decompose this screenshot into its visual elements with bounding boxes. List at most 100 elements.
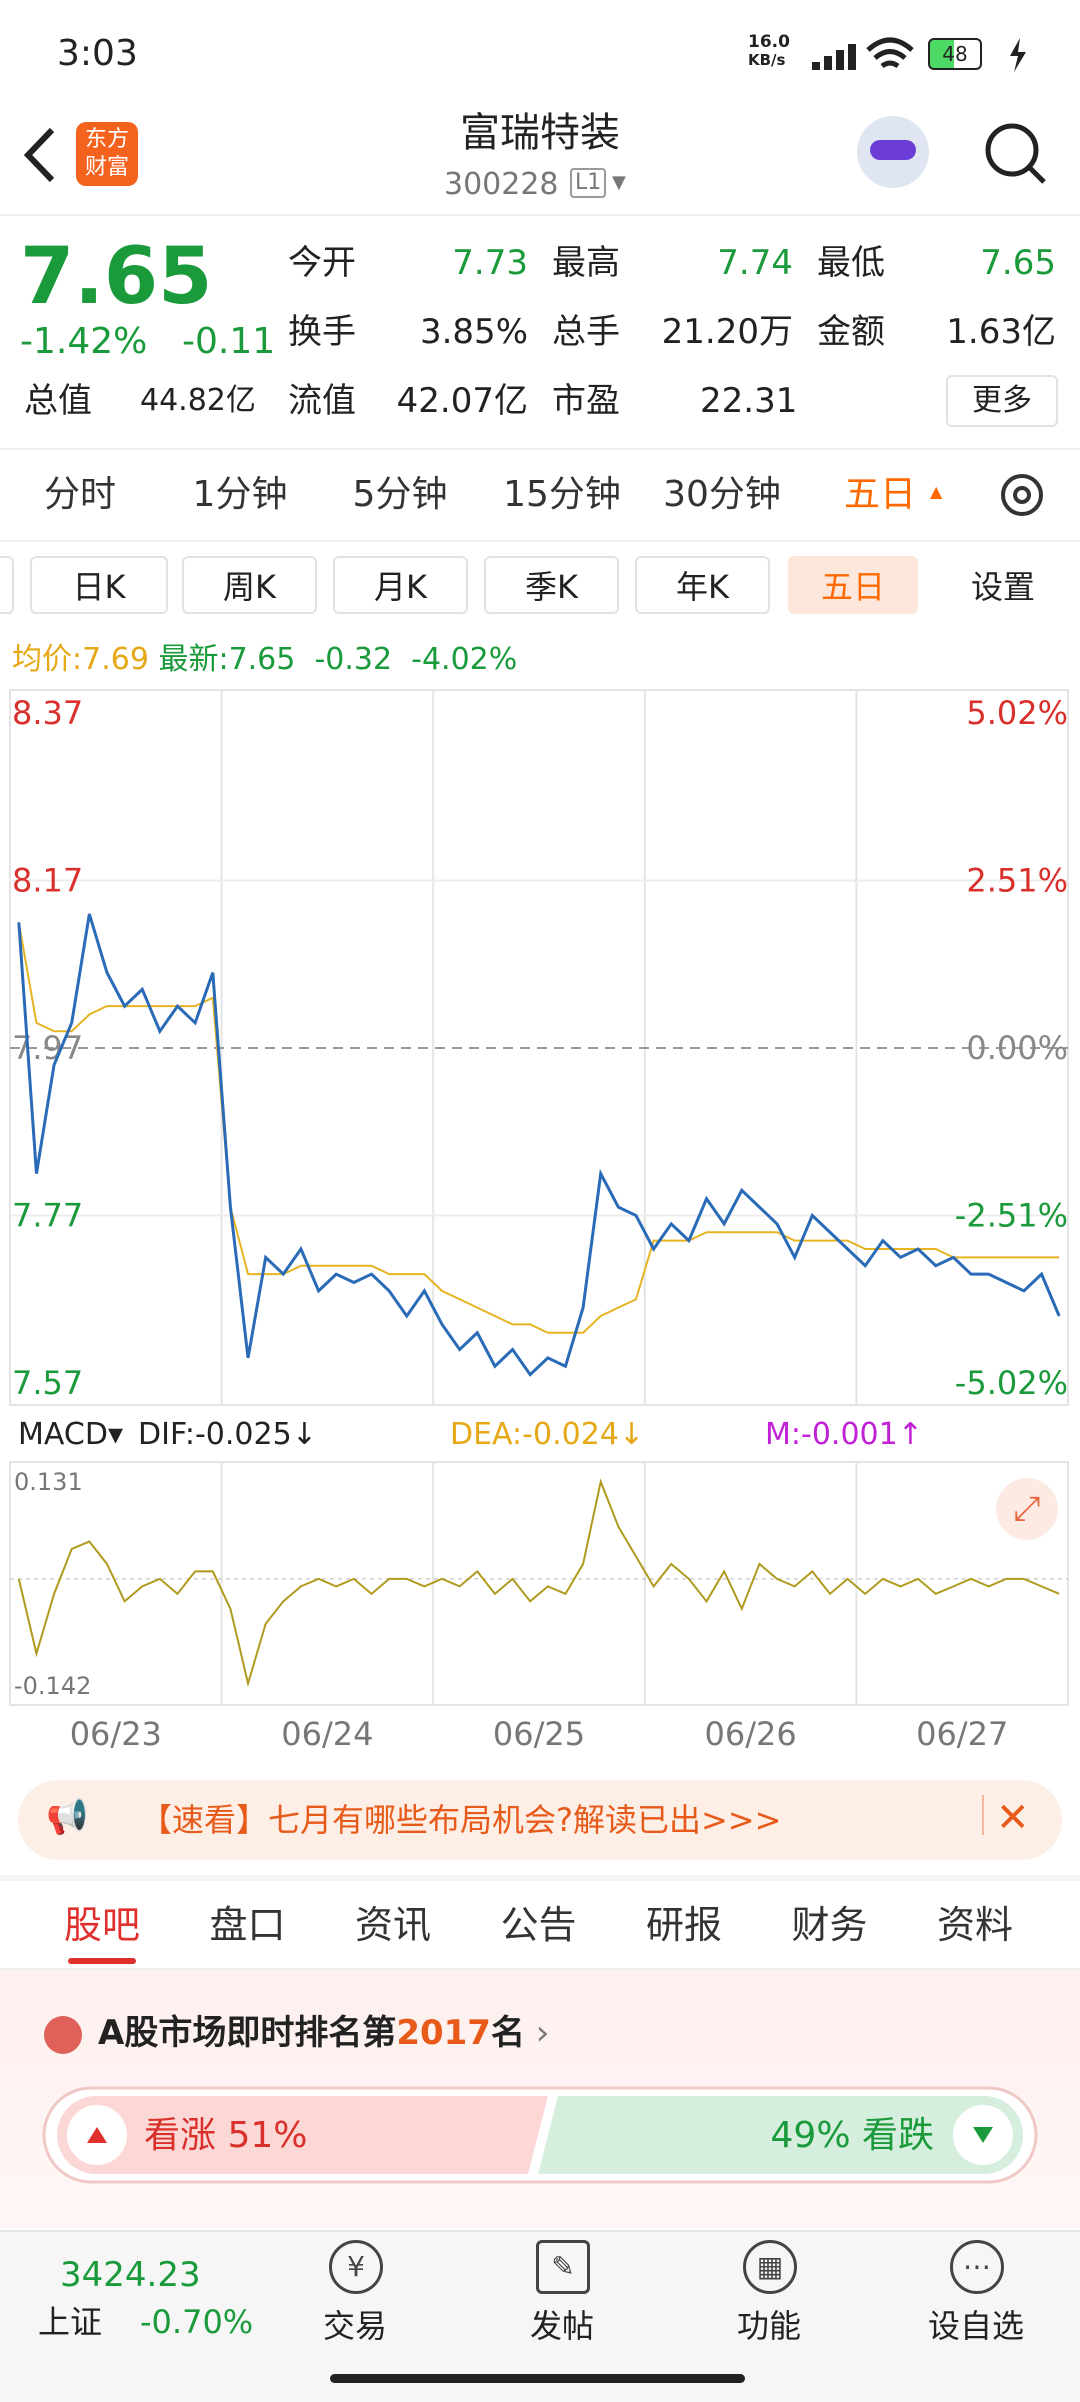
bear-segment[interactable] [538, 2096, 1023, 2174]
logo[interactable]: 东方 财富 [76, 122, 138, 186]
bear-arrow [973, 2127, 993, 2143]
banner-text[interactable]: 【速看】七月有哪些布局机会?解读已出>>> [140, 1801, 782, 1839]
stat-label: 换手 [288, 312, 356, 352]
pct-tick-label: 2.51% [966, 862, 1068, 900]
y-tick-label: 8.17 [12, 862, 83, 900]
banner[interactable] [18, 1780, 1062, 1860]
bear-label: 看跌 [861, 2115, 934, 2156]
index-value[interactable]: 3424.23 [60, 2255, 201, 2295]
content-tab[interactable]: 股吧 [63, 1903, 141, 1947]
level-badge[interactable]: L1 [570, 168, 607, 198]
sub-tab-partial[interactable] [0, 556, 14, 614]
net-speed: 16.0 [748, 32, 790, 52]
content-tab[interactable]: 盘口 [209, 1903, 286, 1947]
period-tab[interactable]: 15分钟 [503, 474, 621, 515]
period-tab[interactable]: 5分钟 [352, 474, 448, 515]
nav-label[interactable]: 交易 [322, 2307, 388, 2345]
stat-label: 流值 [288, 381, 356, 421]
sub-tab[interactable]: 日K [30, 556, 168, 614]
period-tab[interactable]: 1分钟 [192, 474, 288, 515]
date-label: 06/25 [493, 1715, 585, 1753]
divider [0, 448, 1080, 450]
stock-code: 300228 [444, 167, 559, 202]
stat-value: 7.73 [452, 243, 528, 283]
last-label: 最新: [158, 642, 229, 677]
stat-label: 今开 [288, 243, 356, 283]
avg-value: 7.69 [82, 642, 149, 677]
pct-tick-label: 0.00% [966, 1029, 1068, 1067]
bull-value: 51% [227, 2115, 308, 2156]
bear-text: 49% 看跌 [771, 2118, 934, 2154]
last-value: 7.65 [228, 642, 296, 677]
ranking-icon [44, 2016, 82, 2054]
sub-tab[interactable]: 年K [635, 556, 770, 614]
sub-tab[interactable]: 季K [484, 556, 619, 614]
content-tab[interactable]: 研报 [645, 1903, 723, 1947]
pct-tick-label: -5.02% [955, 1364, 1068, 1402]
change-pct: -1.42% [20, 321, 148, 362]
stat-value: 42.07亿 [396, 381, 528, 421]
ranking-prefix: A股市场即时排名第 [98, 2013, 397, 2053]
divider [0, 540, 1080, 542]
stat-label: 市盈 [552, 381, 620, 421]
last-change: -0.32 [314, 642, 393, 677]
expand-button[interactable]: ⤢ [996, 1478, 1058, 1540]
last-change-pct: -4.02% [411, 642, 518, 677]
period-tab[interactable]: 30分钟 [663, 474, 781, 515]
period-tab[interactable]: 五日 [843, 474, 917, 515]
logo-text: 财富 [84, 155, 129, 180]
stat-value: 21.20万 [661, 312, 793, 352]
bull-arrow [87, 2127, 107, 2143]
stat-value: 44.82亿 [140, 383, 256, 418]
pct-tick-label: 5.02% [966, 694, 1068, 732]
nav-label[interactable]: 发帖 [529, 2307, 595, 2345]
divider [0, 214, 1080, 216]
content-tab[interactable]: 资讯 [354, 1903, 432, 1947]
bull-segment[interactable] [57, 2096, 548, 2174]
y-tick-label: 7.57 [12, 1364, 83, 1402]
macd-frame [9, 1461, 1069, 1706]
nav-label[interactable]: 功能 [736, 2307, 802, 2345]
content-tab[interactable]: 公告 [500, 1903, 577, 1947]
nav-label[interactable]: 设自选 [927, 2307, 1025, 2345]
net-unit: KB/s [748, 51, 786, 69]
date-label: 06/27 [916, 1715, 1008, 1753]
level-arrow: ▼ [612, 172, 626, 193]
bottom-nav [0, 2230, 1080, 2402]
battery: 48 [928, 38, 982, 70]
stat-label: 总值 [24, 381, 92, 421]
index-name: 上证 [38, 2303, 103, 2341]
date-label: 06/24 [281, 1715, 373, 1753]
macd-selector[interactable]: MACD▾ [18, 1417, 123, 1452]
period-tab[interactable]: 分时 [43, 474, 117, 515]
sub-tab[interactable]: 设置 [970, 568, 1035, 606]
stat-value: 22.31 [700, 381, 798, 421]
logo-text: 东方 [84, 127, 129, 152]
stat-label: 总手 [552, 312, 620, 352]
content-tab[interactable]: 资料 [936, 1903, 1014, 1947]
more-button[interactable]: 更多 [946, 375, 1058, 427]
nav-icon: ¥ [329, 2240, 383, 2294]
stat-value: 7.74 [717, 243, 793, 283]
bull-text: 看涨 51% [144, 2118, 307, 2154]
macd-tick-label: 0.131 [14, 1468, 83, 1496]
ranking-number: 2017 [396, 2013, 491, 2053]
content-tab[interactable]: 财务 [791, 1903, 868, 1947]
megaphone-icon: 📢 [46, 1797, 89, 1837]
sub-tab[interactable]: 月K [333, 556, 468, 614]
date-label: 06/26 [704, 1715, 796, 1753]
bear-value: 49% [770, 2115, 851, 2156]
nav-icon: ✎ [536, 2240, 590, 2294]
banner-close[interactable]: ✕ [996, 1795, 1030, 1841]
macd-tick-label: -0.142 [14, 1672, 92, 1700]
chart-legend: 均价:7.69 最新:7.65 -0.32 -4.02% [12, 645, 517, 675]
bull-label: 看涨 [144, 2115, 217, 2156]
price-line [17, 913, 1061, 1377]
sub-tab[interactable]: 周K [182, 556, 317, 614]
ranking-text[interactable]: A股市场即时排名第2017名 › [98, 2013, 550, 2053]
sub-tab[interactable]: 五日 [788, 556, 918, 614]
change: -0.11 [182, 321, 276, 362]
ranking-suffix: 名 [490, 2013, 525, 2053]
